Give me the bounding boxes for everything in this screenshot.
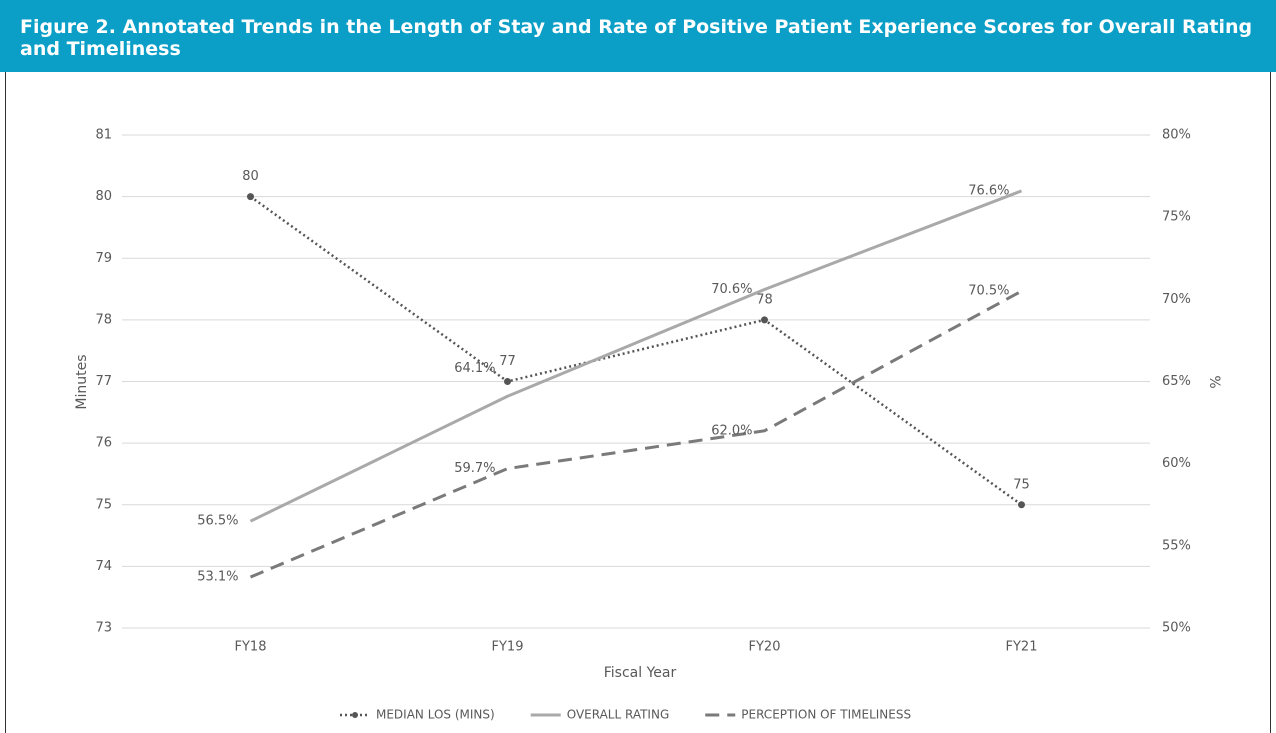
data-label: 64.1% [454,361,495,376]
y-tick-label: 73 [95,621,112,636]
data-label: 70.5% [968,284,1009,299]
y-tick-label: 75 [95,497,112,512]
legend-label: MEDIAN LOS (MINS) [376,708,495,722]
data-label: 59.7% [454,461,495,476]
data-label: 75 [1013,477,1030,492]
x-tick-label: FY21 [1006,640,1038,655]
series-marker [1018,501,1025,509]
series-marker [504,378,511,385]
x-tick-label: FY18 [235,640,267,655]
data-label: 76.6% [968,183,1009,198]
series-marker [761,316,768,324]
y-tick-label: 78 [95,312,112,327]
data-label: 62.0% [711,423,752,438]
series-line [249,195,1023,506]
y-tick-label: 76 [95,436,112,451]
y2-tick-label: 55% [1162,538,1191,553]
y-tick-label: 77 [95,374,112,389]
y-tick-label: 81 [95,128,112,143]
data-label: 53.1% [197,570,238,585]
y2-tick-label: 60% [1162,456,1191,471]
x-axis-title: Fiscal Year [604,665,677,681]
legend-label: PERCEPTION OF TIMELINESS [741,708,911,722]
y2-tick-label: 80% [1162,128,1191,143]
y-tick-label: 79 [95,251,112,266]
series-marker [247,193,254,201]
y-axis-title: Minutes [74,354,90,409]
legend-label: OVERALL RATING [567,708,670,722]
data-label: 78 [756,292,773,307]
figure-title: Figure 2. Annotated Trends in the Length… [0,0,1276,72]
data-label: 77 [499,354,516,369]
x-tick-label: FY20 [749,640,781,655]
y2-axis-title: % [1206,375,1222,388]
y2-tick-label: 75% [1162,210,1191,225]
y-tick-label: 74 [95,559,112,574]
x-tick-label: FY19 [492,640,524,655]
y2-tick-label: 65% [1162,374,1191,389]
data-label: 56.5% [197,514,238,529]
y2-tick-label: 70% [1162,292,1191,307]
data-label: 80 [242,169,259,184]
legend-marker [352,712,358,718]
y2-tick-label: 50% [1162,621,1191,636]
data-label: 70.6% [711,282,752,297]
series-line [249,189,1023,523]
y-tick-label: 80 [95,189,112,204]
series-line [249,289,1023,579]
